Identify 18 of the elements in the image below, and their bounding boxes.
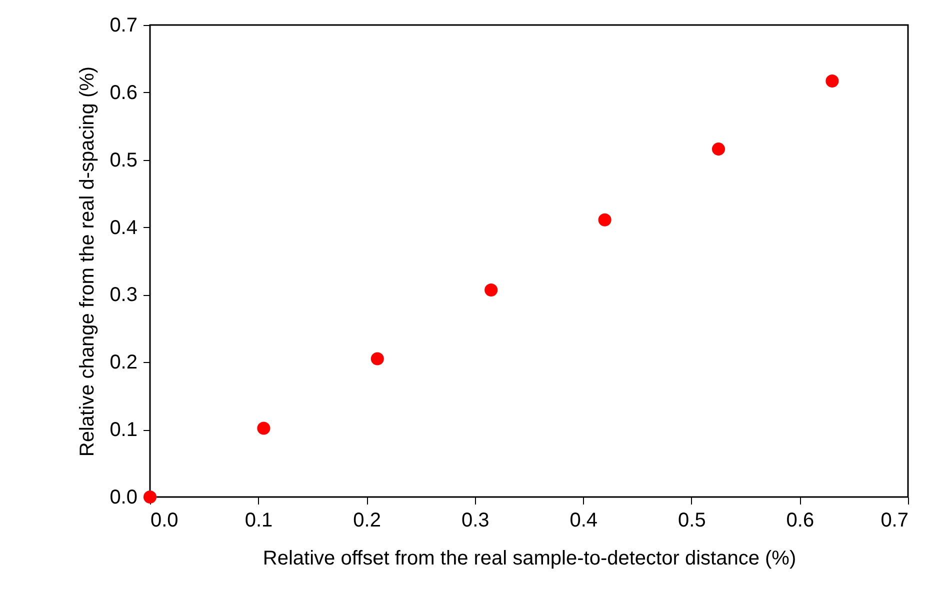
x-tick-label: 0.6 xyxy=(786,510,814,532)
x-tick-label: 0.1 xyxy=(244,510,273,532)
y-tick-label: 0.0 xyxy=(110,486,138,508)
y-tick-label: 0.7 xyxy=(110,14,138,36)
x-tick-label: 0.3 xyxy=(461,510,490,532)
x-tick-label: 0.0 xyxy=(150,510,178,532)
y-tick-label: 0.6 xyxy=(110,82,138,104)
y-tick-label: 0.5 xyxy=(110,149,138,172)
y-tick-label: 0.2 xyxy=(110,352,138,374)
y-tick-label: 0.4 xyxy=(110,216,138,239)
x-tick-label: 0.7 xyxy=(880,510,908,532)
x-tick-label: 0.5 xyxy=(678,510,706,532)
x-tick-label: 0.4 xyxy=(570,510,598,532)
y-axis-title: Relative change from the real d-spacing (%) xyxy=(76,66,99,457)
y-tick-label: 0.1 xyxy=(110,419,138,442)
x-axis-title: Relative offset from the real sample-to-detector distance (%) xyxy=(262,548,796,570)
x-tick-label: 0.2 xyxy=(353,510,381,532)
y-tick-label: 0.3 xyxy=(110,284,138,306)
